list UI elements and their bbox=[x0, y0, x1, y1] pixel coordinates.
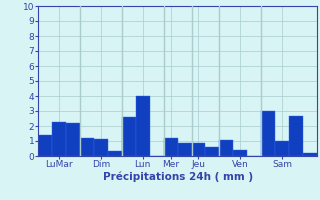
Bar bbox=[164, 138, 178, 156]
Bar bbox=[94, 139, 108, 156]
Bar bbox=[108, 151, 122, 156]
Bar bbox=[38, 135, 52, 156]
Bar bbox=[80, 138, 94, 156]
Bar bbox=[289, 116, 303, 156]
Bar bbox=[136, 96, 150, 156]
Bar bbox=[220, 140, 233, 156]
Bar bbox=[178, 142, 192, 156]
Bar bbox=[261, 111, 275, 156]
Bar bbox=[233, 150, 247, 156]
X-axis label: Précipitations 24h ( mm ): Précipitations 24h ( mm ) bbox=[102, 172, 253, 182]
Bar bbox=[66, 123, 80, 156]
Bar bbox=[52, 121, 66, 156]
Bar bbox=[205, 147, 220, 156]
Bar bbox=[122, 117, 136, 156]
Bar bbox=[192, 142, 205, 156]
Bar bbox=[275, 141, 289, 156]
Bar bbox=[303, 153, 317, 156]
